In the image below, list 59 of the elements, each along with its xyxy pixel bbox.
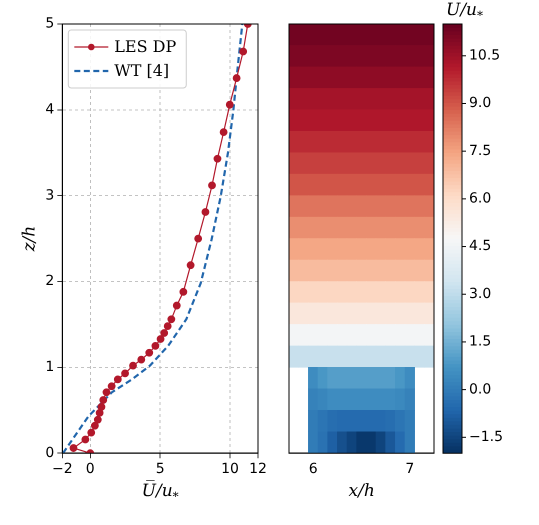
point — [226, 100, 234, 109]
y-tick-label: 5 — [45, 16, 54, 32]
color-bar-label: 6.0 — [469, 190, 492, 206]
y-tick-label: 1 — [45, 359, 54, 375]
point — [160, 329, 168, 337]
x-tick-label: 6 — [308, 461, 318, 478]
point — [90, 422, 99, 430]
y-tick-label: 4 — [45, 101, 54, 118]
point — [81, 436, 90, 444]
point — [164, 322, 172, 330]
point — [145, 348, 154, 357]
x-axis-title: x/h — [348, 481, 375, 502]
x-tick-label: −2 — [52, 461, 73, 478]
color-bar-title: U̅/u$_{*}$ — [446, 0, 484, 22]
point — [96, 408, 104, 417]
x-tick-label: 12 — [249, 461, 267, 478]
point — [179, 288, 188, 296]
point — [232, 74, 241, 82]
y-axis-title: z/h — [20, 226, 40, 252]
y-tick-label: 2 — [45, 273, 54, 290]
color-bar-label: 4.5 — [469, 238, 492, 254]
x-tick-label: 5 — [156, 461, 165, 478]
x-axis-title: U̅/u$_{*}$ — [142, 481, 179, 504]
point — [186, 261, 195, 270]
point — [214, 154, 222, 163]
color-bar-label: 9.0 — [469, 95, 492, 112]
point — [202, 208, 210, 216]
point — [172, 302, 181, 310]
point — [99, 396, 108, 404]
point — [220, 128, 228, 136]
legend-label: WT [4] — [114, 61, 170, 80]
point — [94, 416, 102, 424]
y-tick-label: 3 — [45, 187, 54, 204]
point — [98, 402, 106, 411]
point — [194, 234, 202, 242]
point — [114, 375, 122, 384]
color-bar-label: 1.5 — [469, 334, 492, 350]
point — [156, 335, 164, 343]
color-bar-label: 7.5 — [469, 142, 492, 159]
point — [152, 342, 160, 350]
color-bar-label: 0.0 — [469, 381, 492, 398]
legend-label: LES DP — [114, 37, 176, 56]
point — [70, 444, 78, 452]
color-bar-label: −1.5 — [469, 428, 503, 445]
color-bar-label: 10.5 — [469, 47, 500, 64]
point — [108, 382, 116, 390]
point — [121, 369, 129, 378]
point — [129, 362, 137, 370]
x-tick-label: 7 — [405, 461, 414, 478]
point — [87, 428, 96, 436]
point — [167, 315, 176, 324]
x-tick-label: 0 — [86, 461, 95, 478]
point — [102, 388, 110, 396]
point — [208, 181, 216, 190]
point — [137, 356, 146, 364]
color-bar-label: 3.0 — [469, 286, 492, 302]
point — [239, 48, 248, 56]
x-tick-label: 10 — [221, 461, 239, 478]
y-tick-label: 0 — [45, 444, 54, 461]
